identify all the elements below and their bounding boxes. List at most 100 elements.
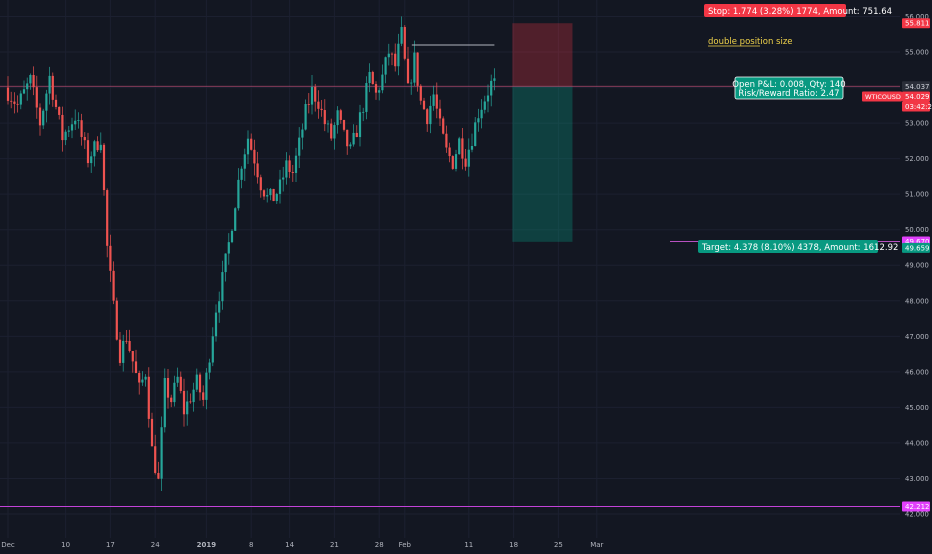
candle-body — [422, 100, 426, 110]
candle-body — [448, 147, 451, 157]
annotation[interactable]: double position size — [411, 37, 793, 47]
candle-body — [42, 110, 45, 126]
candle-body — [237, 179, 240, 209]
candle-body — [192, 389, 195, 403]
candle-body — [307, 104, 310, 105]
price-axis-badges: 55.811 54.037 WTICOUSD 54.029 03:42:20 4… — [862, 18, 932, 512]
candle-body — [170, 397, 173, 403]
time-tick-label: 10 — [61, 541, 70, 549]
candle-body — [339, 110, 342, 120]
price-tick-label: 44.000 — [905, 439, 929, 447]
candle-body — [74, 120, 77, 125]
candle-body — [51, 75, 54, 100]
candle-body — [301, 129, 304, 138]
stop-zone[interactable] — [512, 23, 573, 87]
candle-body — [189, 401, 192, 403]
candle-body — [253, 149, 256, 164]
candle-body — [13, 101, 16, 104]
candle-body — [102, 144, 106, 191]
candle-body — [64, 131, 67, 141]
candle-body — [80, 120, 83, 138]
candle-body — [22, 89, 26, 94]
candle-body — [202, 392, 205, 400]
candle-body — [342, 119, 346, 130]
candle-body — [134, 361, 138, 373]
candle-body — [397, 43, 400, 67]
symbol-badge — [862, 91, 902, 102]
grid — [0, 0, 900, 538]
time-tick-label: Mar — [590, 541, 603, 549]
candle-body — [138, 372, 141, 383]
candle-body — [256, 163, 259, 178]
candle-body — [336, 110, 339, 126]
time-axis[interactable]: Dec 10 17 24 2019 8 14 21 28 Feb 11 18 25 Mar — [0, 538, 932, 550]
candle-body — [416, 52, 419, 86]
candle-body — [243, 154, 246, 169]
countdown-badge — [902, 101, 930, 112]
candle-body — [470, 145, 474, 150]
candle-body — [112, 270, 115, 301]
candle-body — [195, 374, 198, 390]
candle-body — [48, 75, 51, 94]
candle-body — [240, 168, 243, 180]
time-tick-label: 17 — [106, 541, 115, 549]
profit-zone[interactable] — [512, 86, 573, 242]
candle-body — [45, 93, 48, 111]
price-tick-label: 45.000 — [905, 404, 929, 412]
candle-body — [205, 372, 208, 400]
time-tick-label: 8 — [249, 541, 253, 549]
long-position-tool[interactable] — [512, 23, 573, 242]
candle-body — [221, 272, 224, 302]
candle-body — [317, 101, 320, 109]
candle-body — [96, 141, 99, 151]
candle-body — [38, 107, 42, 126]
candle-body — [310, 86, 314, 105]
candle-body — [365, 83, 368, 112]
candle-body — [326, 123, 330, 125]
candle-body — [157, 472, 160, 479]
price-tick-label: 56.000 — [905, 13, 929, 21]
candle-body — [410, 82, 413, 84]
candle-body — [355, 132, 358, 138]
candle-body — [179, 376, 182, 391]
candle-body — [198, 374, 202, 393]
open-pnl-label: Open P&L: 0.008, Qty: 140 — [732, 80, 845, 90]
target-label: Target: 4.378 (8.10%) 4378, Amount: 1612… — [701, 243, 898, 253]
candle-body — [35, 87, 38, 108]
candle-body — [419, 85, 422, 101]
candle-body — [349, 144, 352, 147]
candle-body — [323, 110, 326, 125]
candle-body — [6, 87, 10, 101]
candle-body — [352, 132, 355, 145]
candle-body — [32, 74, 35, 88]
candle-body — [374, 84, 378, 93]
candle-body — [429, 105, 432, 125]
candle-body — [442, 118, 445, 134]
candle-body — [115, 300, 118, 340]
candle-body — [272, 188, 275, 202]
candle-body — [394, 53, 397, 67]
time-tick-label: Dec — [1, 541, 15, 549]
candle-body — [163, 377, 166, 428]
candle-body — [298, 137, 301, 156]
candle-body — [474, 122, 477, 146]
candle-body — [141, 379, 144, 383]
stop-price-badge-text: 55.811 — [905, 20, 930, 28]
candle-body — [259, 177, 262, 191]
candle-body — [246, 138, 250, 155]
candle-body — [230, 230, 234, 243]
stop-label-box — [704, 4, 846, 17]
candle-body — [480, 109, 483, 119]
annotation-text[interactable]: double position size — [708, 37, 793, 47]
candle-body — [26, 83, 29, 90]
candle-body — [413, 52, 416, 83]
candle-body — [381, 74, 384, 91]
target-price-badge-text: 49.659 — [905, 244, 930, 252]
target-label-box — [698, 240, 878, 253]
candle-body — [358, 112, 362, 138]
candle-body — [122, 340, 125, 363]
candle-body — [461, 138, 464, 159]
candle-body — [330, 123, 333, 139]
candle-body — [451, 156, 454, 169]
